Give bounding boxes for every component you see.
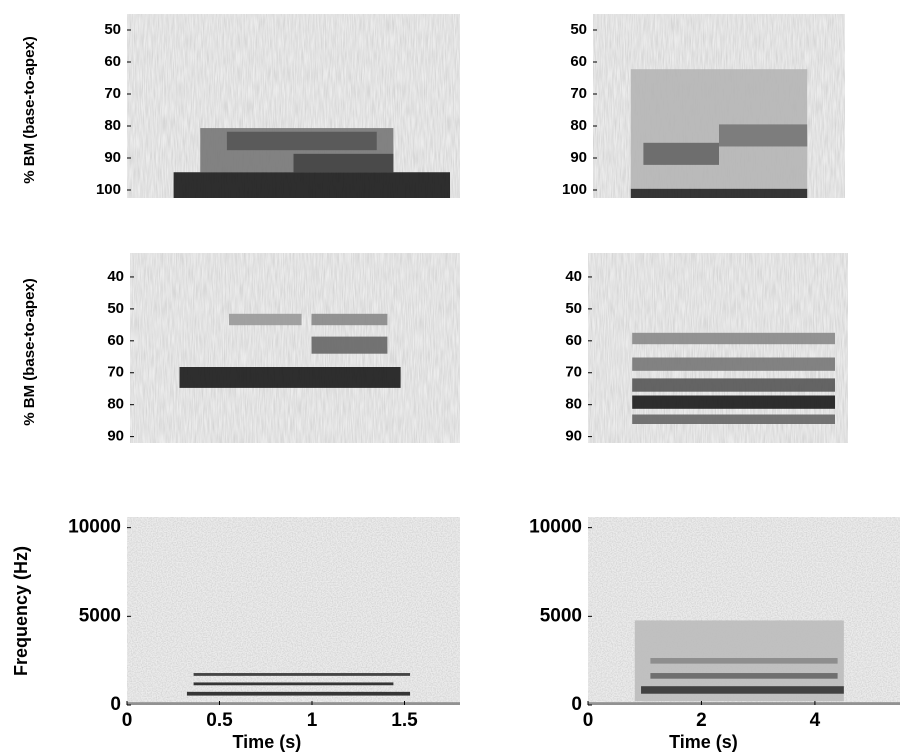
- y-tick-label: 10000: [68, 517, 121, 538]
- spectral-band: [226, 131, 377, 151]
- panel: 50 60 70 80 90 100 % BM (base-to-apex): [21, 14, 460, 198]
- y-tick-label: 80: [104, 117, 121, 134]
- y-tick-label: 40: [107, 268, 124, 285]
- y-tick-label: 60: [104, 53, 121, 70]
- y-tick-label: 5000: [540, 605, 582, 626]
- x-tick-label: 0.5: [206, 710, 233, 731]
- spectral-band: [650, 658, 838, 664]
- spectral-band: [193, 673, 411, 676]
- x-tick-label: 1: [307, 710, 318, 731]
- y-tick-label: 70: [570, 85, 587, 102]
- y-tick-label: 5000: [79, 605, 121, 626]
- x-axis-label: Time (s): [233, 732, 302, 752]
- panel: 0 5000 10000 0 0.5 1 1.5 Time (s) Frequency (Hz): [11, 517, 460, 752]
- spectral-band: [173, 172, 451, 198]
- y-tick-label: 90: [107, 428, 124, 445]
- y-tick-label: 80: [107, 396, 124, 413]
- y-tick-label: 50: [107, 300, 124, 317]
- y-tick-label: 90: [104, 149, 121, 166]
- y-tick-label: 70: [104, 85, 121, 102]
- spectral-band: [311, 336, 388, 354]
- y-tick-label: 10000: [529, 517, 582, 538]
- y-tick-label: 50: [104, 21, 121, 38]
- spectral-band: [643, 142, 719, 165]
- y-tick-label: 40: [565, 268, 582, 285]
- spectral-band: [179, 367, 401, 388]
- spectral-band: [311, 313, 388, 326]
- y-tick-label: 90: [570, 149, 587, 166]
- spectral-band: [641, 686, 844, 694]
- y-tick-label: 70: [565, 364, 582, 381]
- spectral-band: [632, 332, 835, 345]
- y-tick-label: 80: [570, 117, 587, 134]
- spectral-band: [293, 153, 394, 173]
- y-tick-label: 0: [571, 694, 582, 715]
- spectral-band: [127, 702, 460, 705]
- spectral-band: [632, 357, 835, 371]
- x-tick-label: 4: [810, 710, 821, 731]
- panel: 40 50 60 70 80 90 % BM (base-to-apex): [21, 253, 460, 445]
- x-tick-label: 0: [583, 710, 594, 731]
- panel: 40 50 60 70 80 90: [565, 253, 848, 445]
- x-tick-label: 1.5: [391, 710, 418, 731]
- y-tick-label: 50: [570, 21, 587, 38]
- spectrogram-noise: [127, 517, 460, 705]
- y-tick-label: 60: [107, 332, 124, 349]
- y-axis-label: % BM (base-to-apex): [21, 36, 38, 184]
- spectral-band: [630, 188, 808, 198]
- y-tick-label: 80: [565, 396, 582, 413]
- y-tick-label: 90: [565, 428, 582, 445]
- y-tick-label: 70: [107, 364, 124, 381]
- y-tick-label: 50: [565, 300, 582, 317]
- spectral-band: [632, 378, 835, 392]
- panel: 50 60 70 80 90 100: [562, 14, 845, 198]
- spectral-band: [588, 702, 900, 705]
- y-tick-label: 100: [562, 181, 587, 198]
- spectrogram-noise: [130, 253, 460, 443]
- spectral-band: [632, 414, 835, 424]
- spectral-band: [650, 673, 838, 679]
- y-tick-label: 100: [96, 181, 121, 198]
- x-axis-label: Time (s): [669, 732, 738, 752]
- y-axis-label: Frequency (Hz): [11, 546, 31, 676]
- spectral-band: [186, 691, 411, 696]
- y-axis-label: % BM (base-to-apex): [21, 278, 38, 426]
- x-tick-label: 2: [696, 710, 707, 731]
- spectral-band: [719, 124, 808, 147]
- y-tick-label: 0: [110, 694, 121, 715]
- spectrogram-noise: [588, 253, 848, 443]
- y-tick-label: 60: [565, 332, 582, 349]
- x-tick-label: 0: [122, 710, 133, 731]
- spectral-band: [193, 682, 394, 686]
- spectral-band: [632, 395, 835, 409]
- spectral-band: [229, 313, 302, 326]
- y-tick-label: 60: [570, 53, 587, 70]
- panel: 0 5000 10000 0 2 4 Time (s): [529, 517, 900, 752]
